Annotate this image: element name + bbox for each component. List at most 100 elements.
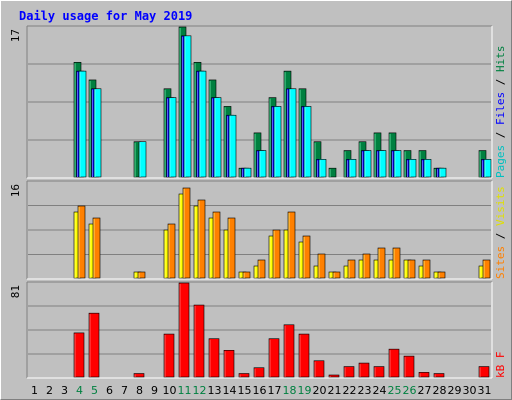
- bar-sites-day-20: [317, 253, 326, 279]
- day-label-27: 27: [418, 384, 432, 397]
- bar-pages-day-12: [198, 70, 207, 178]
- bar-sites-day-18: [287, 211, 296, 279]
- legend-hits: Hits: [494, 46, 507, 73]
- bar-pages-day-14: [228, 114, 237, 178]
- bar-pages-day-20: [318, 159, 327, 178]
- legend-visits: Visits: [494, 186, 507, 226]
- y-max-label: 17: [9, 29, 22, 42]
- bar-kb-f-day-27: [418, 372, 430, 378]
- day-label-13: 13: [208, 384, 222, 397]
- bar-sites-day-22: [347, 259, 356, 279]
- bar-kb-f-day-8: [133, 373, 145, 378]
- bar-kb-f-day-10: [163, 333, 175, 378]
- bar-kb-f-day-19: [298, 333, 310, 378]
- bar-kb-f-day-16: [253, 367, 265, 378]
- bar-pages-day-11: [183, 35, 192, 178]
- bar-kb-f-day-18: [283, 324, 295, 378]
- y-max-label: 16: [9, 184, 22, 197]
- bar-pages-day-15: [243, 167, 252, 178]
- bar-kb-f-day-11: [178, 282, 190, 378]
- legend-separator: /: [494, 72, 507, 92]
- bar-sites-day-5: [92, 217, 101, 279]
- day-label-16: 16: [253, 384, 267, 397]
- bar-sites-day-12: [197, 199, 206, 279]
- bar-pages-day-16: [258, 150, 267, 178]
- bar-kb-f-day-15: [238, 373, 250, 378]
- bar-sites-day-21: [332, 271, 341, 279]
- bar-pages-day-22: [348, 159, 357, 178]
- bar-pages-day-4: [78, 70, 87, 178]
- bar-kb-f-day-28: [433, 373, 445, 378]
- legend-separator: /: [494, 226, 507, 246]
- day-label-31: 31: [478, 384, 492, 397]
- y-max-label: 81: [9, 285, 22, 298]
- bar-sites-day-17: [272, 229, 281, 279]
- day-label-4: 4: [76, 384, 83, 397]
- bar-sites-day-8: [137, 271, 146, 279]
- bar-kb-f-day-25: [388, 348, 400, 378]
- day-label-3: 3: [61, 384, 68, 397]
- day-label-25: 25: [388, 384, 402, 397]
- day-label-15: 15: [238, 384, 252, 397]
- day-label-18: 18: [283, 384, 297, 397]
- bar-pages-day-8: [138, 141, 147, 178]
- bar-kb-f-day-22: [343, 366, 355, 378]
- bar-kb-f-day-23: [358, 362, 370, 378]
- bar-sites-day-11: [182, 187, 191, 279]
- day-label-21: 21: [328, 384, 342, 397]
- right-legend: Pages / Files / Hits: [494, 46, 507, 179]
- bar-pages-day-13: [213, 97, 222, 178]
- bar-sites-day-24: [377, 247, 386, 279]
- right-legend: kB F: [494, 352, 507, 379]
- day-label-9: 9: [151, 384, 158, 397]
- bar-kb-f-day-24: [373, 366, 385, 378]
- bar-sites-day-4: [77, 205, 86, 279]
- chart-title: Daily usage for May 2019: [19, 9, 192, 23]
- day-label-22: 22: [343, 384, 357, 397]
- bar-kb-f-day-14: [223, 350, 235, 378]
- legend-pages: Pages: [494, 145, 507, 178]
- bar-sites-day-25: [392, 247, 401, 279]
- day-label-10: 10: [163, 384, 177, 397]
- day-label-23: 23: [358, 384, 372, 397]
- day-label-17: 17: [268, 384, 282, 397]
- day-label-24: 24: [373, 384, 387, 397]
- legend-files: Files: [494, 92, 507, 125]
- bar-pages-day-26: [408, 159, 417, 178]
- day-label-20: 20: [313, 384, 327, 397]
- bar-pages-day-5: [93, 88, 102, 178]
- panel-visits-sites: 16 Sites / Visits: [9, 180, 507, 280]
- bar-pages-day-18: [288, 88, 297, 178]
- bar-sites-day-15: [242, 271, 251, 279]
- bar-sites-day-27: [422, 259, 431, 279]
- panel-hits-files-pages: 17 Pages / Files / Hits: [9, 25, 507, 179]
- bar-pages-day-25: [393, 150, 402, 178]
- bar-pages-day-19: [303, 106, 312, 178]
- bar-pages-day-24: [378, 150, 387, 178]
- day-label-1: 1: [31, 384, 38, 397]
- bar-kb-f-day-5: [88, 312, 100, 378]
- day-label-6: 6: [106, 384, 113, 397]
- panel-kbytes: 81 kB F: [9, 281, 507, 379]
- day-label-28: 28: [433, 384, 447, 397]
- day-label-11: 11: [178, 384, 192, 397]
- bar-kb-f-day-12: [193, 304, 205, 378]
- bar-sites-day-13: [212, 211, 221, 279]
- bar-kb-f-day-4: [73, 332, 85, 378]
- bar-pages-day-28: [438, 167, 447, 178]
- day-label-14: 14: [223, 384, 237, 397]
- bar-sites-day-14: [227, 217, 236, 279]
- legend-kb-f: kB F: [494, 352, 507, 379]
- bar-pages-day-10: [168, 97, 177, 178]
- day-label-2: 2: [46, 384, 53, 397]
- day-label-12: 12: [193, 384, 207, 397]
- bar-sites-day-31: [482, 259, 491, 279]
- bar-kb-f-day-17: [268, 338, 280, 378]
- bar-pages-day-27: [423, 159, 432, 178]
- bar-kb-f-day-31: [478, 366, 490, 378]
- bar-kb-f-day-26: [403, 355, 415, 378]
- legend-sites: Sites: [494, 246, 507, 279]
- bar-sites-day-26: [407, 259, 416, 279]
- bar-sites-day-19: [302, 235, 311, 279]
